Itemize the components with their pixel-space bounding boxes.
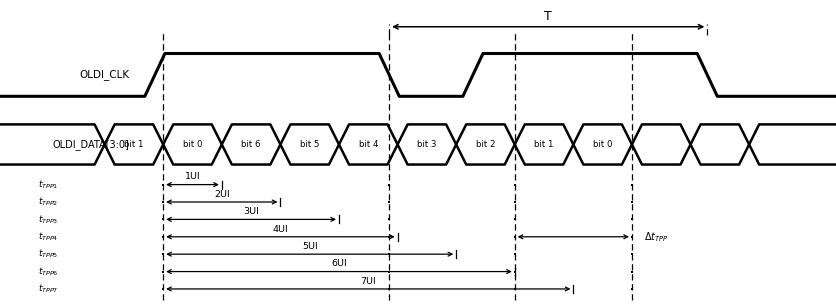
Text: T: T	[543, 10, 552, 23]
Text: 6UI: 6UI	[331, 259, 346, 268]
Text: bit 2: bit 2	[475, 140, 495, 149]
Text: $t_{TPP2}$: $t_{TPP2}$	[38, 196, 59, 208]
Text: 5UI: 5UI	[302, 242, 317, 251]
Text: $t_{TPP6}$: $t_{TPP6}$	[38, 265, 59, 278]
Text: $t_{TPP7}$: $t_{TPP7}$	[38, 283, 59, 295]
Text: $t_{TPP4}$: $t_{TPP4}$	[38, 231, 59, 243]
Text: bit 0: bit 0	[592, 140, 612, 149]
Text: 7UI: 7UI	[360, 277, 375, 286]
Text: bit 3: bit 3	[416, 140, 436, 149]
Text: $t_{TPP5}$: $t_{TPP5}$	[38, 248, 59, 260]
Text: bit 0: bit 0	[182, 140, 202, 149]
Text: $t_{TPP3}$: $t_{TPP3}$	[38, 213, 59, 226]
Text: 1UI: 1UI	[185, 172, 200, 181]
Text: bit 4: bit 4	[358, 140, 378, 149]
Text: 4UI: 4UI	[273, 224, 288, 234]
Text: $t_{TPP1}$: $t_{TPP1}$	[38, 178, 59, 191]
Text: OLDI_DATA[3:0]: OLDI_DATA[3:0]	[53, 139, 130, 150]
Text: bit 6: bit 6	[241, 140, 261, 149]
Text: OLDI_CLK: OLDI_CLK	[79, 70, 130, 80]
Text: bit 1: bit 1	[124, 140, 144, 149]
Text: 3UI: 3UI	[243, 207, 258, 216]
Text: $\Delta t_{TPP}$: $\Delta t_{TPP}$	[644, 230, 669, 244]
Text: 2UI: 2UI	[214, 190, 229, 199]
Text: bit 5: bit 5	[299, 140, 319, 149]
Text: bit 1: bit 1	[533, 140, 553, 149]
